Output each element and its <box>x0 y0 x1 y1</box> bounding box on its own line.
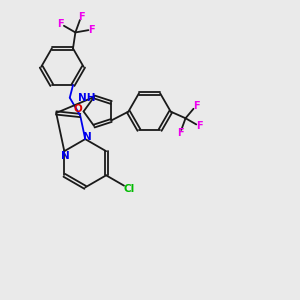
Text: N: N <box>61 152 70 161</box>
Text: F: F <box>177 128 183 139</box>
Text: NH: NH <box>78 93 95 103</box>
Text: F: F <box>88 25 95 34</box>
Text: F: F <box>193 101 199 111</box>
Text: N: N <box>83 132 92 142</box>
Text: F: F <box>78 12 84 22</box>
Text: F: F <box>58 19 64 29</box>
Text: Cl: Cl <box>124 184 135 194</box>
Text: O: O <box>74 104 82 114</box>
Text: F: F <box>196 121 203 131</box>
